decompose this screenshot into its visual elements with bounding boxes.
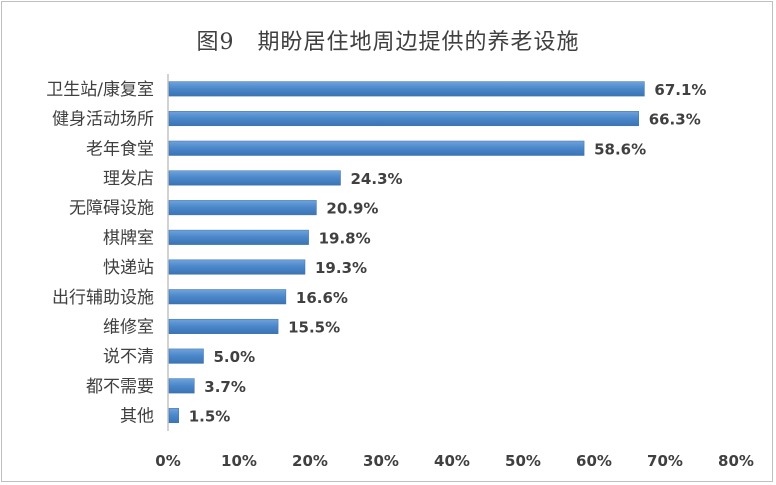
category-label: 棋牌室 — [103, 228, 154, 248]
category-label: 健身活动场所 — [52, 110, 154, 130]
bar — [168, 408, 179, 424]
category-label: 说不清 — [103, 347, 154, 367]
data-label: 58.6% — [594, 140, 646, 158]
bar — [168, 200, 317, 216]
data-label: 1.5% — [189, 408, 231, 426]
x-tick-label: 50% — [505, 452, 541, 470]
category-label: 理发店 — [103, 169, 154, 189]
bar — [168, 289, 287, 305]
data-label: 24.3% — [351, 170, 403, 188]
bar — [168, 348, 204, 364]
category-label: 维修室 — [103, 317, 154, 337]
bar — [168, 140, 585, 156]
data-label: 66.3% — [649, 111, 701, 129]
bar — [168, 318, 279, 334]
x-tick-label: 30% — [363, 452, 399, 470]
data-label: 19.8% — [319, 229, 371, 247]
data-label: 16.6% — [296, 289, 348, 307]
category-label: 卫生站/康复室 — [46, 80, 154, 100]
category-label: 出行辅助设施 — [52, 288, 154, 308]
category-label: 无障碍设施 — [69, 199, 154, 219]
data-label: 67.1% — [654, 81, 706, 99]
bar — [168, 259, 306, 275]
bar — [168, 170, 341, 186]
data-label: 15.5% — [288, 318, 340, 336]
data-label: 3.7% — [204, 378, 246, 396]
bar — [168, 111, 639, 127]
data-label: 20.9% — [326, 200, 378, 218]
data-label: 5.0% — [214, 348, 256, 366]
bar — [168, 81, 645, 97]
bar — [168, 229, 309, 245]
bar — [168, 378, 195, 394]
x-tick-label: 10% — [221, 452, 257, 470]
x-tick-label: 0% — [155, 452, 180, 470]
category-label: 其他 — [120, 407, 154, 427]
chart-title: 图9 期盼居住地周边提供的养老设施 — [196, 30, 580, 55]
category-label: 老年食堂 — [86, 139, 154, 159]
x-tick-label: 70% — [647, 452, 683, 470]
x-tick-label: 20% — [292, 452, 328, 470]
x-tick-label: 60% — [576, 452, 612, 470]
x-tick-label: 40% — [434, 452, 470, 470]
category-label: 快递站 — [103, 258, 154, 278]
x-tick-label: 80% — [718, 452, 754, 470]
category-label: 都不需要 — [86, 377, 154, 397]
data-label: 19.3% — [315, 259, 367, 277]
